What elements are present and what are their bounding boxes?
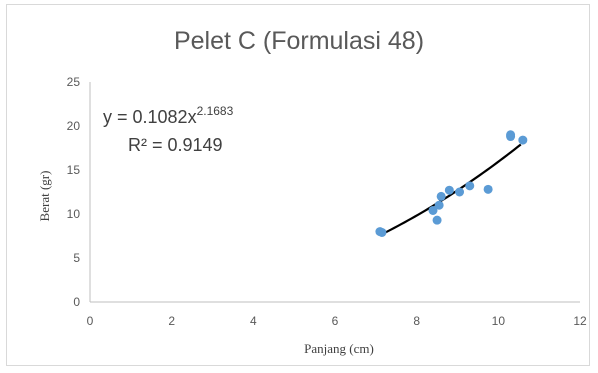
equation-exponent: 2.1683 [197, 104, 234, 118]
data-points [375, 130, 528, 237]
equation-base: y = 0.1082x [103, 107, 197, 127]
data-point [377, 227, 387, 237]
x-tick-label: 10 [492, 314, 506, 328]
x-tick-labels: 0 2 4 6 8 10 12 [87, 314, 587, 328]
y-tick-label: 10 [67, 207, 81, 221]
x-tick-label: 2 [168, 314, 175, 328]
data-point [436, 191, 446, 201]
x-axis-label: Panjang (cm) [304, 341, 374, 356]
x-tick-label: 8 [413, 314, 420, 328]
data-point [465, 181, 475, 191]
trendline-equation: y = 0.1082x2.1683 [103, 104, 234, 127]
trendline [383, 143, 522, 235]
y-tick-label: 0 [73, 295, 80, 309]
r-squared-label: R² = 0.9149 [128, 135, 223, 155]
scatter-chart: Pelet C (Formulasi 48) 0 2 4 6 8 10 12 0 5 10 15 2… [37, 27, 587, 356]
x-tick-label: 6 [332, 314, 339, 328]
data-point [518, 135, 528, 145]
y-tick-label: 25 [67, 75, 81, 89]
data-point [432, 215, 442, 225]
x-tick-label: 4 [250, 314, 257, 328]
data-point [483, 184, 493, 194]
y-tick-label: 5 [73, 251, 80, 265]
plot-area: 0 2 4 6 8 10 12 0 5 10 15 20 25 [67, 75, 587, 328]
chart-frame: Pelet C (Formulasi 48) 0 2 4 6 8 10 12 0 5 10 15 2… [6, 4, 590, 366]
data-point [444, 185, 454, 195]
y-tick-label: 20 [67, 119, 81, 133]
data-point [434, 200, 444, 210]
data-point [455, 187, 465, 197]
x-tick-label: 0 [87, 314, 94, 328]
chart-title: Pelet C (Formulasi 48) [174, 27, 424, 55]
data-point [506, 130, 516, 140]
y-tick-label: 15 [67, 163, 81, 177]
x-tick-label: 12 [573, 314, 587, 328]
data-point [428, 205, 438, 215]
y-axis-label: Berat (gr) [37, 171, 52, 222]
y-tick-labels: 0 5 10 15 20 25 [67, 75, 81, 309]
